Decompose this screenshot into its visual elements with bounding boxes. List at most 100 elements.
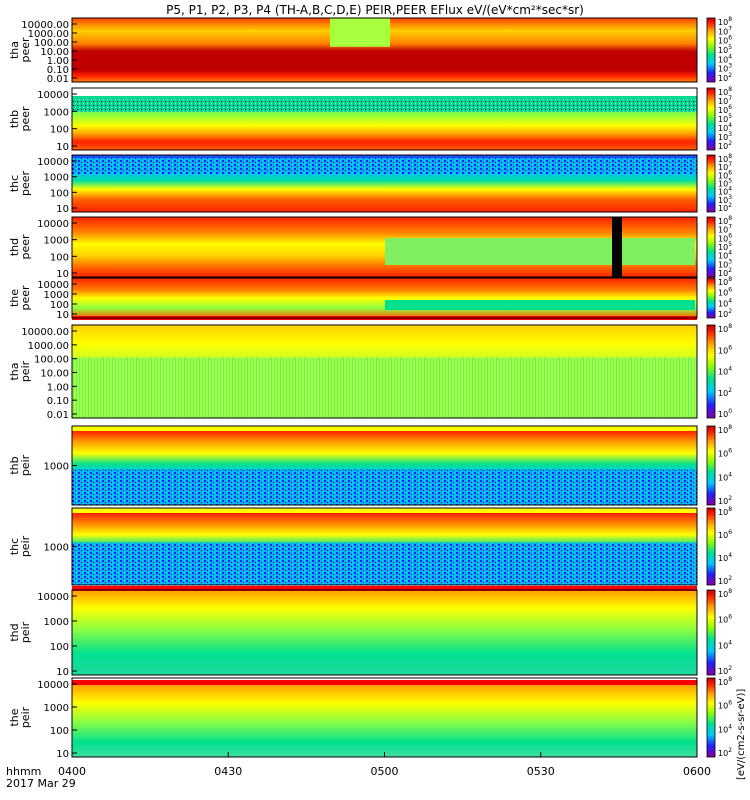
colorbar xyxy=(706,677,716,758)
panels-group: thapeer10000.001000.00100.0010.001.000.1… xyxy=(8,16,732,760)
panel-label: thdpeer xyxy=(8,234,32,260)
colorbar-tick-label: 103 xyxy=(718,258,732,269)
colorbar-tick-label: 104 xyxy=(718,552,732,563)
colorbar xyxy=(706,589,716,676)
y-tick-label: 1000 xyxy=(44,107,69,118)
panel-label: thbpeir xyxy=(8,454,32,476)
y-tick-label: 100 xyxy=(50,642,69,653)
y-tick-label: 10000.00 xyxy=(21,327,69,338)
y-tick-label: 10000.00 xyxy=(21,20,69,31)
y-tick-label: 0.01 xyxy=(47,74,69,85)
y-tick-label: 10 xyxy=(56,269,69,280)
panel-thd-peer: thdpeer 10000 1000 100 10 1081071061051041031… xyxy=(8,215,732,280)
y-tick-label: 10000 xyxy=(37,280,69,291)
panel-label: thbpeer xyxy=(8,106,32,132)
y-tick-label: 10 xyxy=(56,204,69,215)
enhancement-patch xyxy=(330,18,390,47)
panel-label: thcpeir xyxy=(8,535,32,557)
colorbar-tick-label: 106 xyxy=(718,104,732,115)
colorbar xyxy=(706,154,716,213)
y-tick-label: 1000 xyxy=(44,173,69,184)
date-label: 2017 Mar 29 xyxy=(6,777,76,790)
panel-label: thepeir xyxy=(8,706,32,728)
y-tick-label: 10000 xyxy=(37,592,69,603)
colorbar-tick-label: 108 xyxy=(718,323,732,334)
colorbar-tick-label: 108 xyxy=(718,424,732,435)
colorbar-tick-label: 100 xyxy=(718,408,732,419)
colorbar-tick-label: 102 xyxy=(718,747,732,758)
speckle-region xyxy=(72,542,697,585)
panel-label: thcpeer xyxy=(8,171,32,197)
colorbar-tick-label: 102 xyxy=(718,495,732,506)
colorbar-tick-label: 106 xyxy=(718,232,732,243)
y-tick-label: 10000 xyxy=(37,157,69,168)
colorbar-tick-label: 104 xyxy=(718,297,732,308)
panel-thd-peir: thdpeir 10000 1000 100 10 108 106 104 102 xyxy=(8,586,732,678)
colorbar-tick-label: 104 xyxy=(718,53,732,64)
speckle-region xyxy=(72,469,697,505)
colorbar-tick-label: 105 xyxy=(718,44,732,55)
colorbar-tick-label: 106 xyxy=(718,169,732,180)
colorbar-tick-label: 106 xyxy=(718,35,732,46)
plasma-sheet-region xyxy=(385,300,695,310)
colorbar-tick-label: 108 xyxy=(718,86,732,97)
y-tick-label: 1000 xyxy=(44,703,69,714)
panel-frame xyxy=(71,17,698,83)
colorbar-tick-label: 104 xyxy=(718,250,732,261)
y-tick-label: 1000 xyxy=(44,543,69,554)
y-tick-label: 100 xyxy=(50,252,69,263)
y-tick-label: 10.00 xyxy=(40,369,69,380)
colorbar-tick-label: 108 xyxy=(718,215,732,226)
colorbar-tick-label: 106 xyxy=(718,529,732,540)
colorbar-tick-label: 103 xyxy=(718,194,732,205)
time-axis-label: hhmm xyxy=(6,765,41,778)
y-tick-label: 0.01 xyxy=(47,410,69,421)
colorbar-tick-label: 108 xyxy=(718,276,732,287)
colorbar-tick-label: 108 xyxy=(718,16,732,27)
colorbar-tick-label: 106 xyxy=(718,614,732,625)
colorbar-tick-label: 102 xyxy=(718,308,732,319)
y-tick-label: 1000.00 xyxy=(28,29,69,40)
colorbar-tick-label: 103 xyxy=(718,63,732,74)
colorbar-tick-label: 102 xyxy=(718,575,732,586)
colorbar-units-label: [eV/(cm2-s-sr-eV)] xyxy=(736,689,747,780)
colorbar-tick-label: 106 xyxy=(718,287,732,298)
y-tick-label: 1000 xyxy=(44,290,69,301)
panel-frame xyxy=(71,324,698,419)
colorbar-tick-label: 103 xyxy=(718,131,732,142)
colorbar-tick-label: 106 xyxy=(718,344,732,355)
colorbar xyxy=(706,277,716,319)
data-gap-band xyxy=(72,90,697,96)
spectrogram-fill xyxy=(72,685,697,757)
panel-thc-peer: thcpeer 10000 1000 100 10 1081071061051041031… xyxy=(8,153,732,215)
panel-frame xyxy=(71,589,698,676)
panel-tha-peer: thapeer 10000.001000.00100.0010.001.000.1… xyxy=(8,16,732,85)
y-tick-label: 10000 xyxy=(37,680,69,691)
quality-flag-bar xyxy=(72,680,697,685)
noise-region xyxy=(72,357,697,418)
y-tick-label: 100 xyxy=(50,726,69,737)
y-tick-label: 100.00 xyxy=(34,38,69,49)
y-tick-label: 10 xyxy=(56,142,69,153)
colorbar xyxy=(706,425,716,506)
panel-label: thepeer xyxy=(8,285,32,311)
panel-thc-peir: thcpeir 1000 108 106 104 102 xyxy=(8,506,732,586)
quality-flag-bar xyxy=(72,586,697,591)
spectrogram-fill xyxy=(72,278,697,318)
y-tick-label: 10000 xyxy=(37,219,69,230)
x-tick-labels: 0400 0430 0500 0530 0600 xyxy=(58,752,711,778)
colorbar-tick-label: 107 xyxy=(718,25,732,36)
colorbar-tick-label: 107 xyxy=(718,224,732,235)
colorbar-tick-label: 108 xyxy=(718,676,732,687)
colorbar-tick-label: 108 xyxy=(718,153,732,164)
y-tick-label: 100 xyxy=(50,300,69,311)
colorbar xyxy=(706,17,716,83)
spectrogram-fill xyxy=(72,591,697,675)
panel-label: thapeer xyxy=(8,37,32,63)
speckle-region xyxy=(72,98,697,112)
x-tick-label: 0400 xyxy=(58,765,86,778)
x-tick-label: 0530 xyxy=(527,765,555,778)
y-tick-label: 10000 xyxy=(37,90,69,101)
